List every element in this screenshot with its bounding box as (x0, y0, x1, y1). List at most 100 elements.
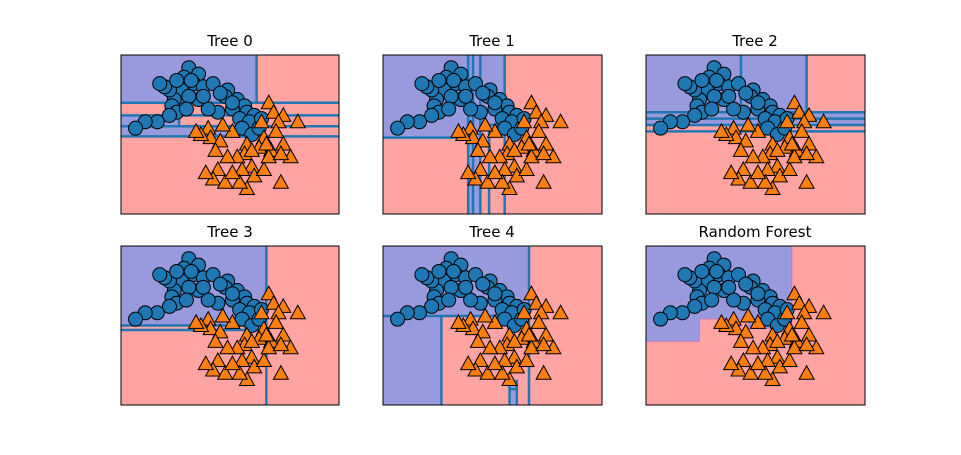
data-point-class-1 (260, 148, 278, 164)
data-point-class-1 (233, 160, 251, 176)
data-point-class-1 (732, 141, 750, 157)
data-point-class-1 (219, 339, 236, 355)
data-point-class-0 (224, 95, 240, 111)
data-point-class-1 (272, 145, 290, 161)
data-point-class-1 (713, 122, 730, 138)
data-point-class-1 (481, 339, 499, 355)
data-point-class-1 (759, 160, 777, 176)
data-point-class-1 (216, 364, 234, 380)
data-point-class-1 (742, 173, 759, 189)
data-point-class-1 (272, 173, 290, 189)
data-point-class-1 (535, 173, 552, 189)
data-point-class-0 (128, 120, 144, 136)
data-point-class-1 (257, 135, 275, 151)
plot-area (646, 246, 865, 405)
data-point-class-1 (815, 113, 832, 129)
data-point-class-0 (195, 88, 211, 104)
data-point-class-1 (474, 132, 492, 148)
data-point-class-1 (520, 326, 538, 342)
data-point-class-0 (128, 311, 144, 327)
data-point-class-0 (726, 101, 742, 117)
data-point-class-0 (458, 279, 474, 295)
panel-title: Random Forest (699, 223, 812, 241)
data-point-class-1 (265, 294, 282, 310)
plot-area (646, 55, 865, 214)
data-point-class-1 (793, 122, 811, 138)
data-point-class-1 (243, 141, 261, 157)
data-point-class-1 (486, 164, 504, 180)
data-point-class-0 (694, 72, 710, 88)
data-point-class-1 (265, 103, 282, 119)
data-point-class-0 (704, 101, 720, 117)
data-point-class-1 (272, 336, 290, 352)
data-point-class-1 (253, 113, 270, 129)
data-point-class-1 (506, 332, 523, 348)
data-point-class-0 (738, 276, 754, 292)
data-point-class-1 (739, 307, 757, 323)
data-point-class-0 (414, 76, 430, 92)
data-point-class-1 (759, 351, 777, 367)
data-point-class-1 (257, 326, 275, 342)
data-point-class-1 (231, 364, 249, 380)
data-point-class-0 (414, 267, 430, 283)
data-point-class-1 (459, 355, 477, 371)
data-point-class-1 (289, 113, 307, 129)
data-point-class-0 (677, 267, 693, 283)
data-point-class-1 (756, 173, 774, 189)
data-point-class-1 (527, 294, 545, 310)
region-class-1 (242, 126, 339, 137)
data-point-class-0 (487, 286, 503, 302)
panel-title: Tree 1 (468, 32, 515, 50)
data-point-class-1 (783, 135, 801, 151)
data-point-class-1 (197, 164, 215, 180)
data-point-class-0 (721, 88, 737, 104)
data-point-class-0 (446, 72, 462, 88)
data-point-class-1 (197, 355, 215, 371)
data-point-class-0 (441, 292, 457, 308)
data-point-class-0 (431, 72, 447, 88)
data-point-class-1 (272, 364, 290, 380)
data-point-class-0 (463, 292, 479, 308)
data-point-class-1 (786, 148, 803, 164)
data-point-class-0 (161, 107, 177, 123)
data-point-class-1 (552, 113, 569, 129)
data-point-class-1 (783, 326, 801, 342)
data-point-class-1 (515, 304, 533, 320)
region-class-0 (383, 315, 442, 405)
data-point-class-1 (518, 351, 535, 367)
data-point-class-1 (471, 160, 489, 176)
data-point-class-1 (474, 323, 492, 339)
data-point-class-0 (152, 267, 168, 283)
data-point-class-1 (211, 132, 229, 148)
data-point-class-1 (479, 364, 496, 380)
data-point-class-1 (798, 364, 815, 380)
data-point-class-1 (255, 351, 273, 367)
panel-tree-4: Tree 4 (382, 223, 603, 406)
data-point-class-1 (481, 148, 499, 164)
region-class-1 (256, 55, 339, 103)
plot-area (383, 246, 602, 405)
data-point-class-1 (486, 355, 504, 371)
data-point-class-1 (798, 336, 815, 352)
data-point-class-0 (424, 107, 440, 123)
data-point-class-1 (713, 313, 730, 329)
data-point-class-0 (224, 286, 240, 302)
data-point-class-1 (233, 351, 251, 367)
data-point-class-0 (704, 292, 720, 308)
data-point-class-1 (523, 339, 540, 355)
data-point-class-1 (552, 304, 569, 320)
data-point-class-0 (181, 88, 197, 104)
data-point-class-1 (459, 164, 477, 180)
data-point-class-0 (443, 88, 459, 104)
data-point-class-1 (520, 135, 538, 151)
panel-title: Tree 3 (206, 223, 253, 241)
data-point-class-1 (535, 336, 552, 352)
panel-tree-3: Tree 3 (120, 223, 340, 406)
plot-area (121, 55, 339, 214)
data-point-class-1 (815, 304, 832, 320)
data-point-class-0 (443, 279, 459, 295)
data-point-class-1 (471, 351, 489, 367)
data-point-class-1 (515, 113, 533, 129)
data-point-class-1 (211, 323, 229, 339)
axes-frame (645, 245, 866, 406)
